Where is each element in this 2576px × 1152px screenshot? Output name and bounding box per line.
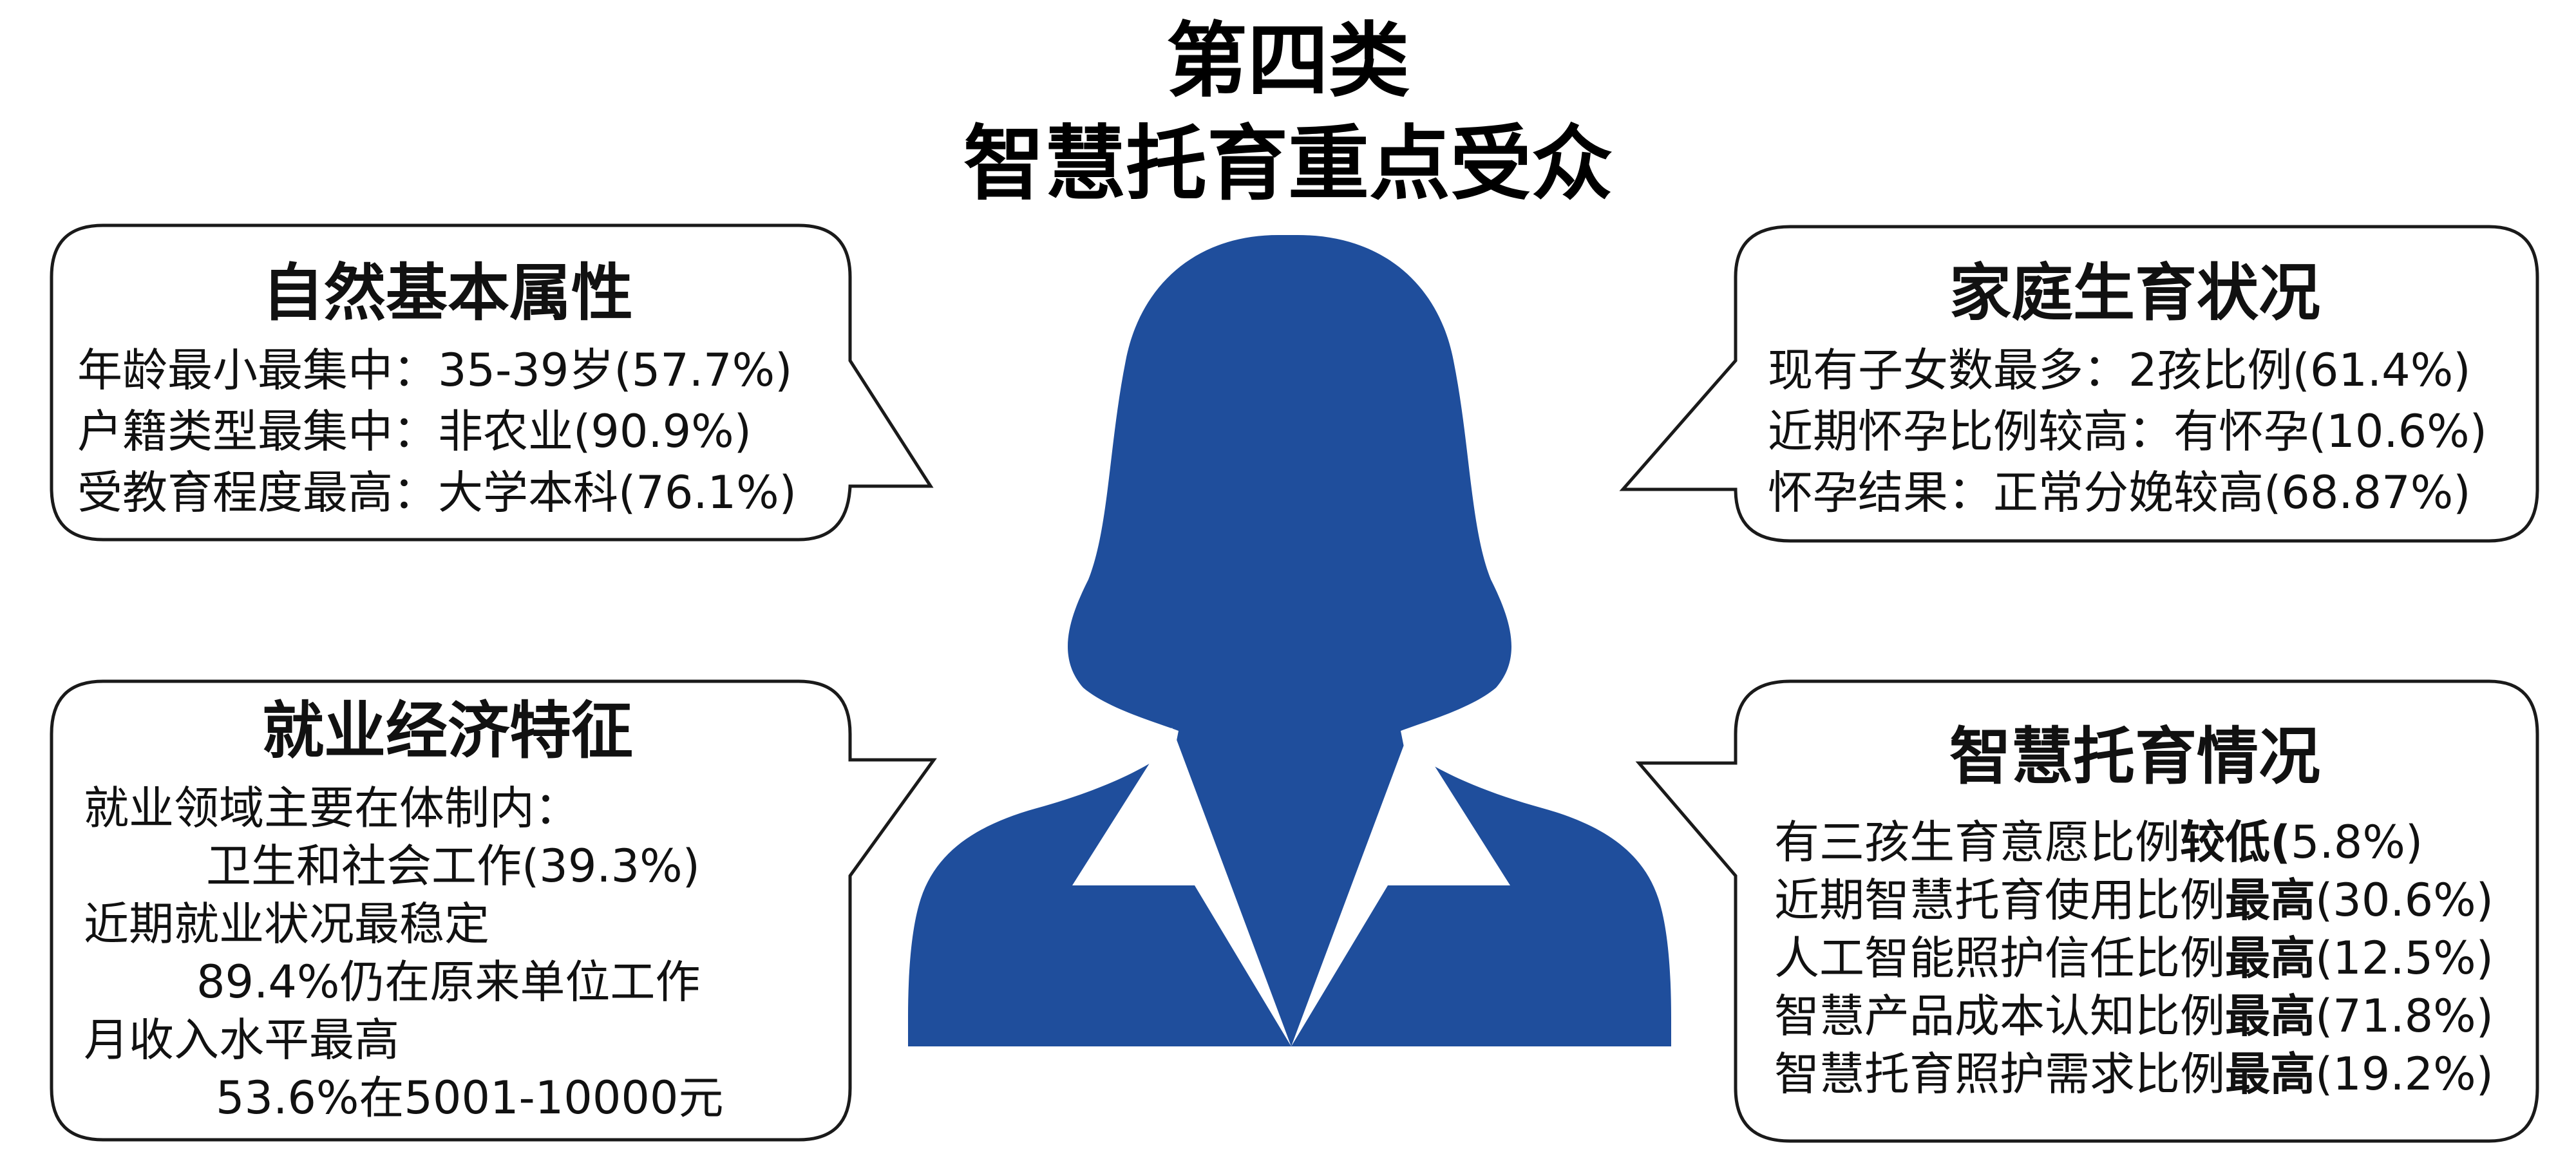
family-line-2-value: 有怀孕(10.6%): [2174, 405, 2487, 458]
family-line-3-label: 怀孕结果：: [1768, 466, 1993, 519]
collar-left: [1072, 728, 1291, 1046]
natural-line-1-label: 年龄最小最集中：: [77, 344, 438, 397]
family-line-2: 近期怀孕比例较高：有怀孕(10.6%): [1768, 406, 2487, 457]
employment-line-6: 53.6%在5001-10000元: [216, 1072, 724, 1124]
employment-line-2: 卫生和社会工作(39.3%): [206, 840, 700, 892]
employment-line-1: 就业领域主要在体制内：: [84, 782, 580, 835]
smart-line-2-text: 近期智慧托育使用比例: [1774, 874, 2225, 927]
smart-line-3: 人工智能照护信任比例最高(12.5%): [1774, 932, 2494, 984]
family-line-1-value: 2孩比例(61.4%): [2128, 344, 2471, 397]
smart-line-3-value: (12.5%): [2315, 932, 2494, 985]
collar-right: [1291, 728, 1510, 1046]
smart-line-1-value: 5.8%): [2291, 816, 2423, 869]
smart-line-4-value: (71.8%): [2315, 990, 2494, 1043]
main-title-line-2: 智慧托育重点受众: [963, 117, 1613, 211]
smart-line-1-text: 有三孩生育意愿比例: [1774, 816, 2180, 869]
section-title-family: 家庭生育状况: [1949, 257, 2320, 329]
section-title-smart: 智慧托育情况: [1949, 721, 2320, 793]
natural-line-2-value: 非农业(90.9%): [438, 405, 752, 458]
bubble-employment: [50, 679, 937, 1142]
smart-line-3-text: 人工智能照护信任比例: [1774, 932, 2225, 985]
natural-line-3: 受教育程度最高：大学本科(76.1%): [77, 467, 797, 518]
smart-line-3-emphasis: 最高: [2225, 932, 2315, 985]
natural-line-1-value: 35-39岁(57.7%): [438, 344, 793, 397]
smart-line-4-text: 智慧产品成本认知比例: [1774, 990, 2225, 1043]
section-title-employment: 就业经济特征: [262, 695, 633, 767]
section-title-natural: 自然基本属性: [262, 257, 633, 329]
family-line-1: 现有子女数最多：2孩比例(61.4%): [1768, 345, 2471, 396]
bubble-family: [1619, 225, 2539, 543]
natural-line-3-label: 受教育程度最高：: [77, 466, 438, 519]
family-line-2-label: 近期怀孕比例较高：: [1768, 405, 2174, 458]
family-line-1-label: 现有子女数最多：: [1768, 344, 2128, 397]
smart-line-5: 智慧托育照护需求比例最高(19.2%): [1774, 1048, 2494, 1100]
smart-line-5-text: 智慧托育照护需求比例: [1774, 1048, 2225, 1100]
smart-line-2-emphasis: 最高: [2225, 874, 2315, 927]
employment-line-4: 89.4%仍在原来单位工作: [196, 956, 701, 1008]
employment-line-3: 近期就业状况最稳定: [84, 898, 489, 950]
silhouette-body: [908, 235, 1671, 1046]
natural-line-1: 年龄最小最集中：35-39岁(57.7%): [77, 345, 792, 396]
natural-line-2: 户籍类型最集中：非农业(90.9%): [77, 406, 752, 457]
family-line-3-value: 正常分娩较高(68.87%): [1993, 466, 2471, 519]
smart-line-4-emphasis: 最高: [2225, 990, 2315, 1043]
smart-line-5-emphasis: 最高: [2225, 1048, 2315, 1100]
employment-line-5: 月收入水平最高: [84, 1014, 399, 1066]
bubble-natural: [50, 223, 934, 542]
smart-line-5-value: (19.2%): [2315, 1048, 2494, 1100]
family-line-3: 怀孕结果：正常分娩较高(68.87%): [1768, 467, 2471, 518]
natural-line-3-value: 大学本科(76.1%): [438, 466, 797, 519]
smart-line-1-emphasis: 较低(: [2180, 816, 2291, 869]
smart-line-1: 有三孩生育意愿比例较低(5.8%): [1774, 817, 2423, 868]
smart-line-2-value: (30.6%): [2315, 874, 2494, 927]
natural-line-2-label: 户籍类型最集中：: [77, 405, 438, 458]
smart-line-4: 智慧产品成本认知比例最高(71.8%): [1774, 990, 2494, 1042]
bubble-smart: [1635, 679, 2539, 1143]
female-bust-silhouette-icon: [908, 235, 1671, 1046]
smart-line-2: 近期智慧托育使用比例最高(30.6%): [1774, 874, 2494, 926]
main-title-line-1: 第四类: [1166, 14, 1410, 108]
